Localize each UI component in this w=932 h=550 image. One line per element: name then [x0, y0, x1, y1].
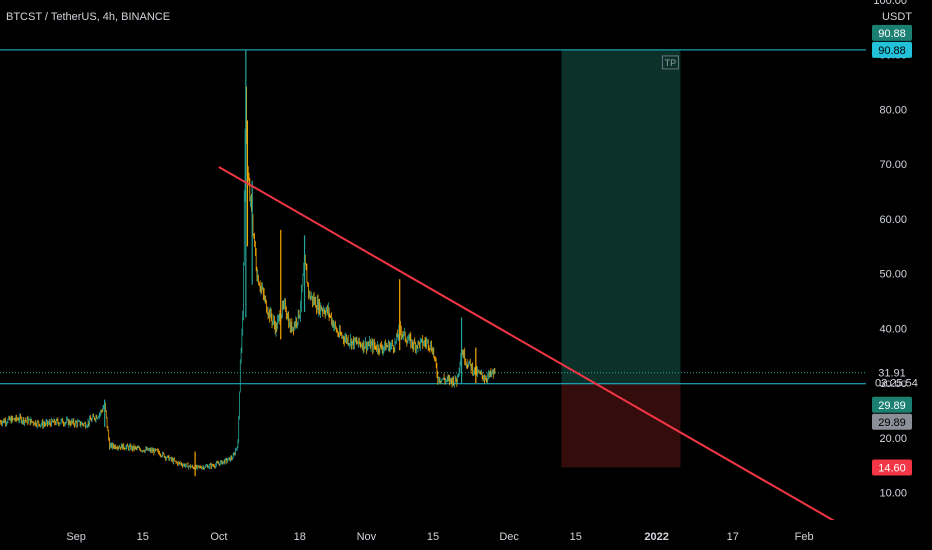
horizontal-lines[interactable] — [0, 49, 866, 385]
bar-countdown: 02:25:54 — [875, 378, 918, 390]
time-axis-ticks: Sep 15 Oct 18 Nov 15 Dec 15 2022 17 Feb — [66, 531, 813, 543]
x-tick-label: Nov — [357, 531, 377, 543]
profit-zone[interactable] — [561, 49, 681, 384]
y-tick-label: 30.00 — [879, 378, 907, 390]
y-tick-label: 60.00 — [879, 214, 907, 226]
x-tick-label: 2022 — [644, 531, 668, 543]
price-axis-labels: 90.88 90.88 31.91 29.89 29.89 14.60 02:25:54 — [872, 24, 918, 476]
y-tick-label: 10.00 — [879, 488, 907, 500]
price-label-box — [872, 396, 912, 413]
y-tick-label: 100.00 — [873, 0, 907, 7]
price-axis[interactable] — [866, 0, 932, 520]
currency-label: USDT — [882, 11, 912, 23]
price-label: 90.88 — [878, 45, 906, 57]
x-tick-label: 18 — [294, 531, 306, 543]
y-tick-label: 70.00 — [879, 159, 907, 171]
trend-line-group[interactable] — [218, 166, 838, 524]
y-tick-label: 50.00 — [879, 269, 907, 281]
x-tick-label: 15 — [570, 531, 582, 543]
price-label: 31.91 — [878, 368, 906, 380]
y-tick-label: 20.00 — [879, 433, 907, 445]
x-tick-label: Sep — [66, 531, 86, 543]
price-label: 14.60 — [878, 462, 906, 474]
x-tick-label: 15 — [427, 531, 439, 543]
position-tool[interactable]: TP — [561, 49, 681, 468]
trend-line[interactable] — [218, 166, 838, 524]
price-label: 90.88 — [878, 28, 906, 40]
time-axis[interactable] — [0, 520, 932, 550]
price-label: 29.89 — [878, 417, 906, 429]
price-label: 29.89 — [878, 400, 906, 412]
x-tick-label: 15 — [137, 531, 149, 543]
price-label-box — [872, 413, 912, 430]
x-tick-label: Feb — [795, 531, 814, 543]
x-tick-label: Oct — [210, 531, 227, 543]
price-label-box — [872, 41, 912, 58]
chart-title: BTCST / TetherUS, 4h, BINANCE — [6, 11, 170, 23]
price-label-box — [872, 24, 912, 41]
y-tick-label: 80.00 — [879, 104, 907, 116]
price-label-box — [872, 364, 912, 381]
x-tick-label: Dec — [499, 531, 519, 543]
price-label-box — [872, 459, 912, 476]
x-tick-label: 17 — [727, 531, 739, 543]
target-tag-box — [661, 55, 679, 70]
y-tick-label: 40.00 — [879, 323, 907, 335]
loss-zone[interactable] — [561, 383, 681, 468]
candles — [0, 49, 496, 477]
target-tag: TP — [665, 58, 677, 68]
